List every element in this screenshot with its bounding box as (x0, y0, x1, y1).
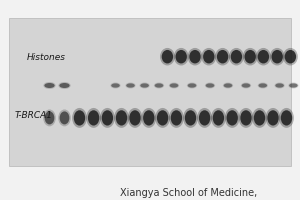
Ellipse shape (267, 110, 279, 126)
Ellipse shape (205, 83, 215, 88)
Ellipse shape (201, 48, 216, 65)
Ellipse shape (72, 108, 87, 128)
Ellipse shape (141, 108, 156, 128)
Ellipse shape (252, 108, 267, 128)
Ellipse shape (189, 50, 201, 63)
Ellipse shape (110, 83, 121, 88)
Ellipse shape (272, 50, 283, 63)
Ellipse shape (126, 83, 135, 88)
Ellipse shape (171, 110, 182, 126)
Ellipse shape (86, 108, 101, 128)
Ellipse shape (211, 108, 226, 128)
Ellipse shape (160, 48, 175, 65)
Ellipse shape (223, 83, 233, 88)
Ellipse shape (155, 83, 163, 88)
Text: T-BRCA1: T-BRCA1 (15, 111, 53, 120)
Ellipse shape (241, 83, 251, 88)
Ellipse shape (100, 108, 115, 128)
Ellipse shape (238, 108, 253, 128)
Ellipse shape (174, 48, 189, 65)
Ellipse shape (154, 83, 164, 88)
Ellipse shape (140, 83, 150, 88)
Ellipse shape (288, 83, 298, 88)
Ellipse shape (125, 83, 136, 88)
Ellipse shape (285, 50, 296, 63)
Ellipse shape (259, 83, 267, 88)
Ellipse shape (270, 48, 285, 65)
Ellipse shape (60, 111, 69, 124)
Ellipse shape (256, 48, 271, 65)
Ellipse shape (197, 108, 212, 128)
Ellipse shape (162, 50, 173, 63)
Ellipse shape (229, 48, 244, 65)
Ellipse shape (111, 83, 120, 88)
Ellipse shape (243, 48, 258, 65)
Ellipse shape (199, 110, 210, 126)
Ellipse shape (128, 108, 142, 128)
Ellipse shape (102, 110, 113, 126)
Ellipse shape (217, 50, 228, 63)
Ellipse shape (45, 111, 54, 124)
Ellipse shape (114, 108, 129, 128)
Ellipse shape (258, 83, 268, 88)
Ellipse shape (188, 48, 202, 65)
Ellipse shape (58, 82, 71, 89)
Ellipse shape (279, 108, 294, 128)
Ellipse shape (224, 83, 232, 88)
Ellipse shape (143, 110, 154, 126)
Ellipse shape (59, 83, 70, 88)
Ellipse shape (157, 110, 168, 126)
Ellipse shape (213, 110, 224, 126)
Ellipse shape (206, 83, 214, 88)
Ellipse shape (169, 83, 179, 88)
Ellipse shape (231, 50, 242, 63)
Ellipse shape (289, 83, 298, 88)
Ellipse shape (242, 83, 250, 88)
Ellipse shape (43, 109, 56, 126)
Ellipse shape (140, 83, 149, 88)
Ellipse shape (203, 50, 214, 63)
Ellipse shape (187, 83, 197, 88)
Ellipse shape (44, 83, 55, 88)
Ellipse shape (258, 50, 269, 63)
Ellipse shape (169, 108, 184, 128)
Ellipse shape (215, 48, 230, 65)
Ellipse shape (74, 110, 85, 126)
Ellipse shape (225, 108, 240, 128)
Ellipse shape (244, 50, 256, 63)
Ellipse shape (226, 110, 238, 126)
Ellipse shape (43, 82, 56, 89)
Ellipse shape (155, 108, 170, 128)
Ellipse shape (88, 110, 99, 126)
Ellipse shape (274, 83, 285, 88)
Ellipse shape (170, 83, 178, 88)
Ellipse shape (188, 83, 196, 88)
Ellipse shape (116, 110, 127, 126)
Text: Histones: Histones (27, 53, 66, 62)
Ellipse shape (254, 110, 265, 126)
Ellipse shape (183, 108, 198, 128)
Ellipse shape (58, 109, 71, 126)
Bar (9, 18, 291, 166)
Ellipse shape (176, 50, 187, 63)
Ellipse shape (283, 48, 298, 65)
Ellipse shape (275, 83, 284, 88)
Text: Xiangya School of Medicine,: Xiangya School of Medicine, (120, 188, 257, 198)
Ellipse shape (281, 110, 292, 126)
Ellipse shape (185, 110, 196, 126)
Ellipse shape (129, 110, 141, 126)
Ellipse shape (240, 110, 252, 126)
Ellipse shape (266, 108, 280, 128)
